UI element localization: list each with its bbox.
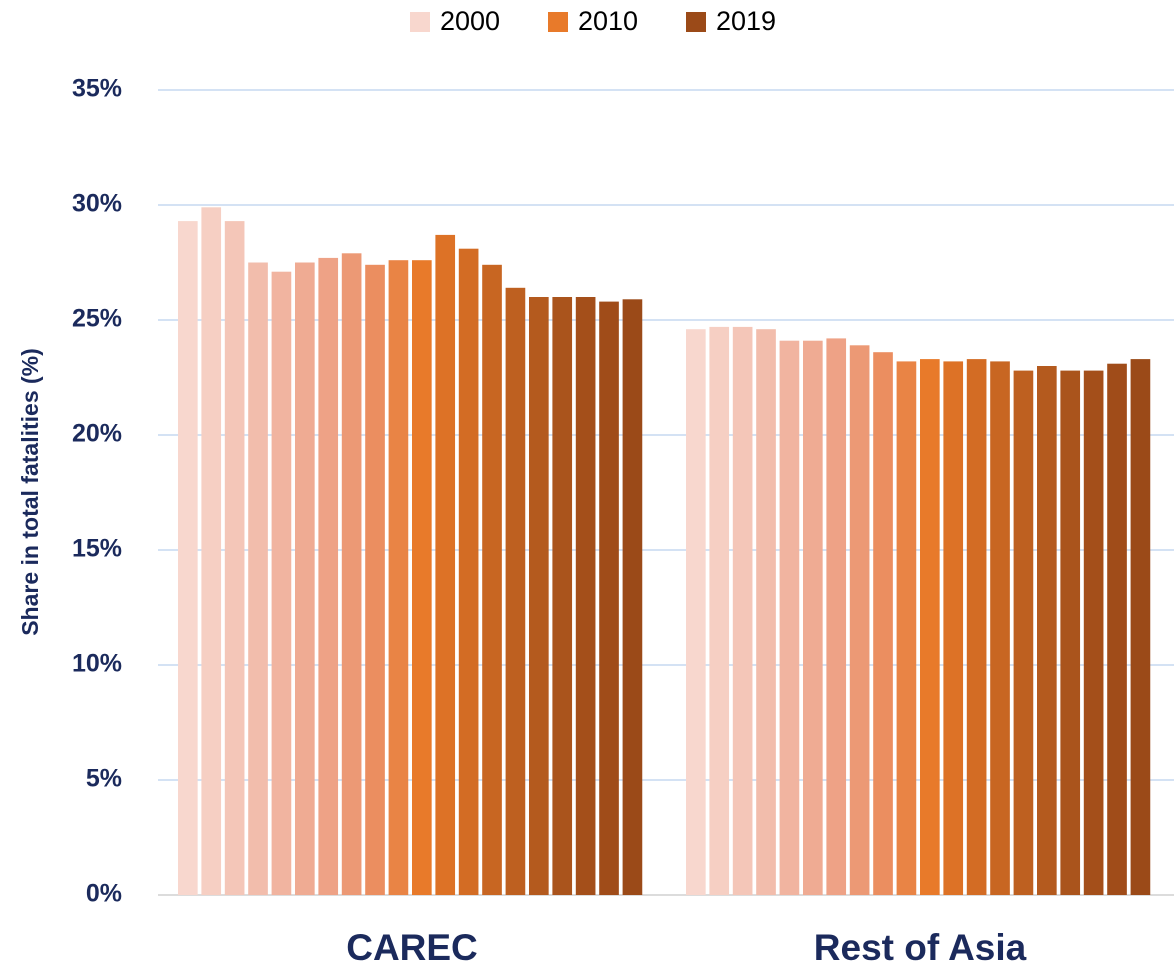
bar	[435, 234, 456, 895]
y-tick-label: 15%	[72, 535, 122, 563]
legend-label: 2019	[716, 6, 776, 36]
bar	[756, 329, 776, 895]
y-tick-label: 20%	[72, 420, 122, 448]
y-tick-label: 0%	[86, 880, 122, 908]
bar	[552, 297, 573, 895]
bar	[318, 257, 339, 895]
bar	[966, 359, 987, 896]
bar	[599, 301, 619, 896]
legend-swatch	[410, 12, 430, 32]
x-tick-label: CAREC	[346, 927, 478, 968]
bar	[1083, 370, 1104, 896]
y-tick-label: 10%	[72, 650, 122, 678]
y-tick-label: 35%	[72, 75, 122, 103]
bar	[990, 361, 1010, 895]
bar	[295, 262, 315, 895]
bar	[1060, 370, 1081, 896]
bar	[482, 264, 502, 895]
bar	[248, 262, 268, 895]
bar	[224, 221, 245, 896]
legend-swatch	[686, 12, 706, 32]
bar	[178, 221, 198, 896]
bar	[849, 345, 870, 895]
y-tick-label: 30%	[72, 190, 122, 218]
bar	[388, 260, 409, 895]
bar	[201, 207, 222, 896]
y-tick-label: 5%	[86, 765, 122, 793]
bar	[1013, 370, 1034, 896]
bar	[341, 253, 362, 896]
y-axis-label: Share in total fatalities (%)	[17, 348, 43, 636]
x-tick-label: Rest of Asia	[814, 927, 1027, 968]
bar	[709, 326, 730, 895]
bar	[1037, 366, 1057, 895]
bar	[529, 297, 549, 895]
bar	[943, 361, 964, 895]
bar	[826, 338, 847, 895]
bar	[505, 287, 526, 895]
bar	[271, 271, 292, 895]
legend-swatch	[548, 12, 568, 32]
bar	[803, 340, 823, 895]
bar	[575, 297, 596, 895]
bar	[896, 361, 917, 895]
legend-label: 2000	[440, 6, 500, 36]
bar	[686, 329, 706, 895]
bar	[458, 248, 479, 895]
bar	[1107, 363, 1127, 895]
bar	[873, 352, 893, 895]
bar	[412, 260, 432, 895]
bar	[732, 326, 753, 895]
bar	[1130, 359, 1151, 896]
bar	[920, 359, 940, 896]
bar	[365, 264, 385, 895]
bar	[779, 340, 800, 895]
bar	[622, 299, 643, 895]
y-tick-label: 25%	[72, 305, 122, 333]
legend-label: 2010	[578, 6, 638, 36]
